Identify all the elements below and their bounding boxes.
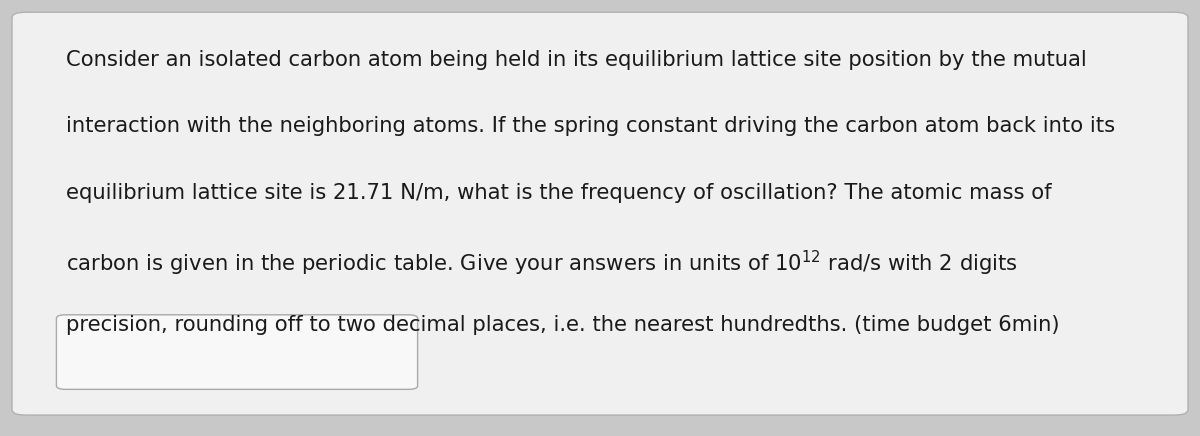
Text: carbon is given in the periodic table. Give your answers in units of 10$^{12}$ r: carbon is given in the periodic table. G… xyxy=(66,249,1018,278)
Text: interaction with the neighboring atoms. If the spring constant driving the carbo: interaction with the neighboring atoms. … xyxy=(66,116,1115,136)
Text: Consider an isolated carbon atom being held in its equilibrium lattice site posi: Consider an isolated carbon atom being h… xyxy=(66,50,1087,70)
Text: equilibrium lattice site is 21.71 N/m, what is the frequency of oscillation? The: equilibrium lattice site is 21.71 N/m, w… xyxy=(66,183,1051,203)
FancyBboxPatch shape xyxy=(56,315,418,389)
FancyBboxPatch shape xyxy=(12,12,1188,415)
Text: precision, rounding off to two decimal places, i.e. the nearest hundredths. (tim: precision, rounding off to two decimal p… xyxy=(66,315,1060,335)
